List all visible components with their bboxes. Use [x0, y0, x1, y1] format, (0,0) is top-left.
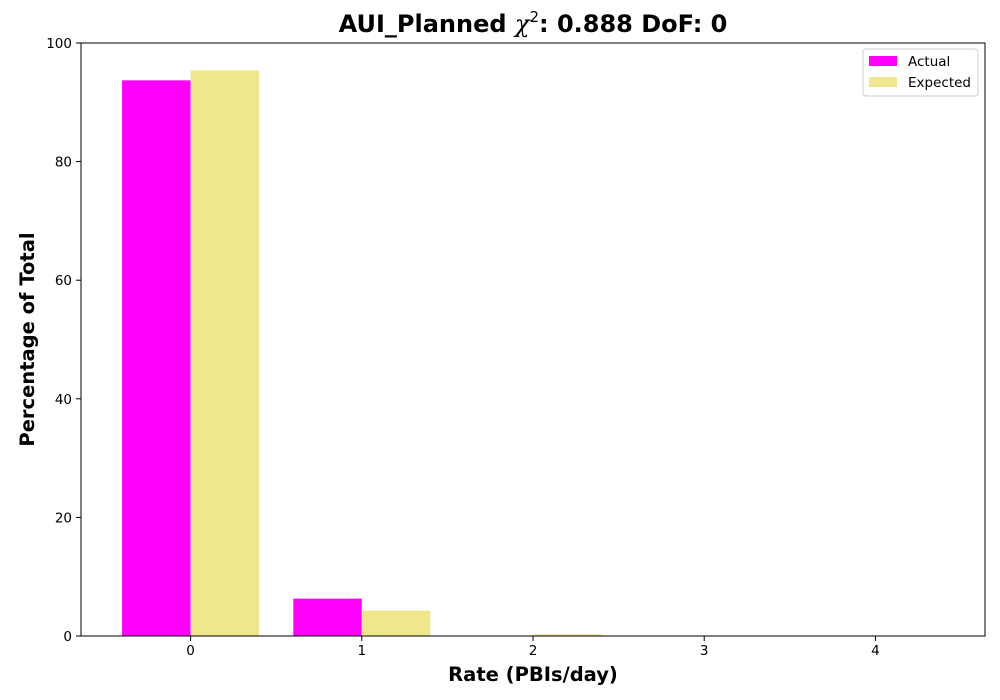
chart-title: AUI_Planned χ2: 0.888 DoF: 0: [339, 8, 728, 38]
bar-expected-1: [362, 611, 430, 637]
x-tick-label: 4: [871, 643, 880, 659]
legend-swatch-expected: [869, 77, 897, 87]
y-tick-label: 80: [55, 155, 72, 171]
title-suffix: : 0.888 DoF: 0: [539, 10, 727, 38]
x-tick-label: 2: [529, 643, 538, 659]
x-axis: 0 1 2 3 4: [186, 636, 879, 659]
legend-label-expected: Expected: [908, 75, 971, 91]
bar-actual-0: [122, 80, 190, 636]
legend-label-actual: Actual: [908, 54, 950, 70]
y-tick-label: 60: [55, 273, 72, 289]
title-chi-symbol: χ: [513, 10, 531, 38]
title-chi-superscript: 2: [529, 8, 539, 26]
x-tick-label: 0: [186, 643, 195, 659]
y-axis: 0 20 40 60 80 100: [46, 36, 81, 645]
bar-actual-1: [293, 599, 361, 636]
y-tick-label: 100: [46, 36, 72, 52]
y-tick-label: 20: [55, 510, 72, 526]
legend-swatch-actual: [869, 56, 897, 66]
bar-expected-0: [191, 70, 259, 636]
y-tick-label: 40: [55, 392, 72, 408]
x-tick-label: 3: [700, 643, 709, 659]
x-axis-label: Rate (PBIs/day): [448, 663, 618, 686]
plot-area: [122, 70, 601, 636]
legend: Actual Expected: [863, 49, 978, 96]
y-tick-label: 0: [63, 629, 72, 645]
y-axis-label: Percentage of Total: [16, 232, 39, 446]
title-prefix: AUI_Planned: [339, 10, 515, 38]
x-tick-label: 1: [357, 643, 366, 659]
